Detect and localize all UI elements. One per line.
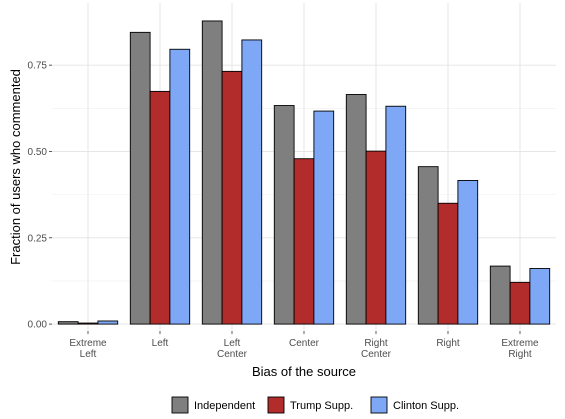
bar [77,322,99,325]
y-axis-ticks: 0.00 0.25 0.50 0.75 [28,61,52,331]
legend-label: Clinton Supp. [393,400,459,412]
x-tick-label: Right Center [361,338,392,360]
bar [489,265,511,325]
bar [57,321,79,325]
legend-key [171,396,189,414]
bar [529,268,551,325]
y-axis-title: Fraction of users who commented [8,69,23,265]
legend-key [267,396,285,414]
legend-label: Trump Supp. [290,400,353,412]
bars [57,20,551,325]
x-tick-label: Right [436,338,460,349]
bar [385,105,407,325]
x-tick-label: Extreme Right [501,338,539,360]
bar [293,158,315,325]
y-tick-label: 0.00 [28,320,48,331]
x-tick-label: Center [289,338,320,349]
y-tick-label: 0.50 [28,147,48,158]
x-tick-label: Left Center [217,338,248,360]
bar [129,31,151,325]
bar [345,94,367,325]
bar [97,320,119,325]
bar [417,166,439,325]
y-tick-label: 0.75 [28,61,48,72]
bar [457,180,479,325]
legend-key [370,396,388,414]
bar [313,110,335,325]
y-tick-label: 0.25 [28,233,48,244]
legend-label: Independent [194,400,255,412]
bar [241,39,263,325]
bar [273,105,295,325]
bar [221,70,243,325]
bar [365,150,387,325]
bar [149,90,171,325]
bar [437,202,459,325]
legend: Independent Trump Supp. Clinton Supp. [171,396,459,414]
x-tick-label: Extreme Left [69,338,107,360]
bar [509,281,531,325]
x-axis-title: Bias of the source [252,364,356,379]
x-axis-ticks: Extreme Left Left Left Center Center Right Cent… [69,331,539,360]
bar [201,20,223,325]
x-tick-label: Left [152,338,169,349]
bar [169,48,191,325]
